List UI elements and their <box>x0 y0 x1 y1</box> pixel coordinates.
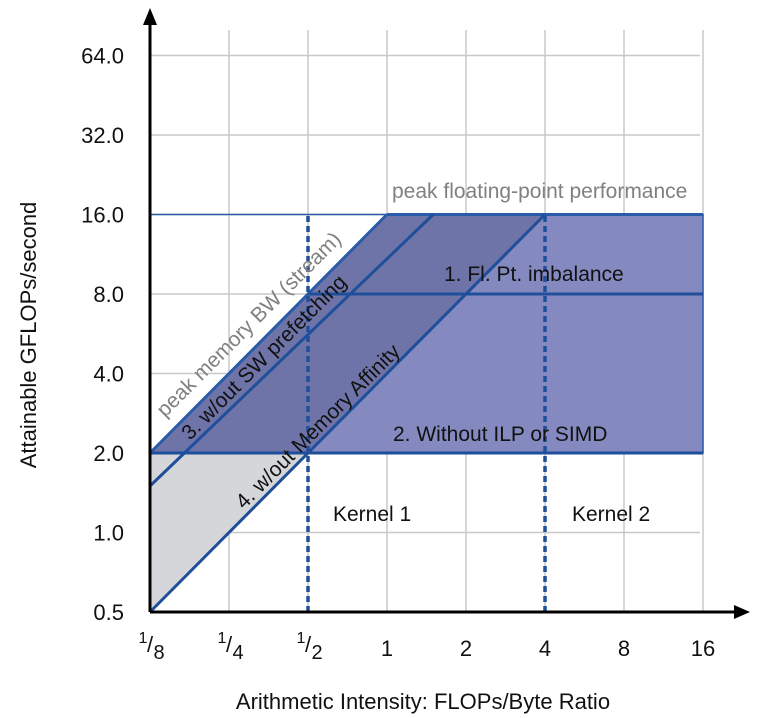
x-axis-arrow-icon <box>734 605 750 619</box>
x-tick-value: 4 <box>539 636 551 661</box>
line-3-w-out-sw-prefetching <box>148 213 435 488</box>
axes <box>143 8 750 619</box>
tick-labels: 0.51.02.04.08.016.032.064.01/81/41/2 1 2 4 8… <box>81 44 715 665</box>
line-4-w-out-memory-affinity <box>148 213 547 614</box>
y-tick-label: 1.0 <box>93 521 124 546</box>
x-tick-label: 8 <box>618 636 630 661</box>
y-axis-title: Attainable GFLOPs/second <box>16 202 41 469</box>
y-tick-label: 2.0 <box>93 441 124 466</box>
x-tick-value: 16 <box>691 636 715 661</box>
x-tick-label: 1 <box>381 636 393 661</box>
x-tick-value: 8 <box>618 636 630 661</box>
x-tick-denominator: 2 <box>311 642 322 664</box>
x-tick-label: 16 <box>691 636 715 661</box>
x-tick-fraction-slash: / <box>147 632 154 657</box>
x-tick-label: 1/8 <box>139 630 165 664</box>
y-tick-label: 8.0 <box>93 282 124 307</box>
y-tick-label: 4.0 <box>93 362 124 387</box>
x-tick-numerator: 1 <box>139 630 148 647</box>
x-tick-denominator: 4 <box>232 642 243 664</box>
annotation-fp-imbalance: 1. Fl. Pt. imbalance <box>444 263 624 286</box>
y-tick-label: 64.0 <box>81 44 124 69</box>
x-tick-label: 2 <box>460 636 472 661</box>
x-tick-value: 2 <box>460 636 472 661</box>
kernel-2-label: Kernel 2 <box>572 503 650 526</box>
x-tick-fraction-slash: / <box>226 632 233 657</box>
x-axis-title: Arithmetic Intensity: FLOPs/Byte Ratio <box>236 689 610 714</box>
x-tick-value: 1 <box>381 636 393 661</box>
x-tick-numerator: 1 <box>297 630 306 647</box>
line-peak-memory-bw-stream <box>148 213 389 455</box>
x-tick-label: 1/4 <box>218 630 244 664</box>
x-tick-label: 1/2 <box>297 630 323 664</box>
y-axis-arrow-icon <box>143 8 157 25</box>
kernel-1-label: Kernel 1 <box>333 503 411 526</box>
y-tick-label: 32.0 <box>81 123 124 148</box>
annotation-no-ilp-simd: 2. Without ILP or SIMD <box>393 423 607 446</box>
ceiling-lines <box>148 213 703 614</box>
y-tick-label: 16.0 <box>81 203 124 228</box>
kernel-markers <box>306 214 547 612</box>
x-tick-denominator: 8 <box>153 642 164 664</box>
y-tick-label: 0.5 <box>93 600 124 625</box>
x-tick-numerator: 1 <box>218 630 227 647</box>
annotation-peak-fp: peak floating-point performance <box>392 180 687 203</box>
x-tick-fraction-slash: / <box>305 632 312 657</box>
x-tick-label: 4 <box>539 636 551 661</box>
